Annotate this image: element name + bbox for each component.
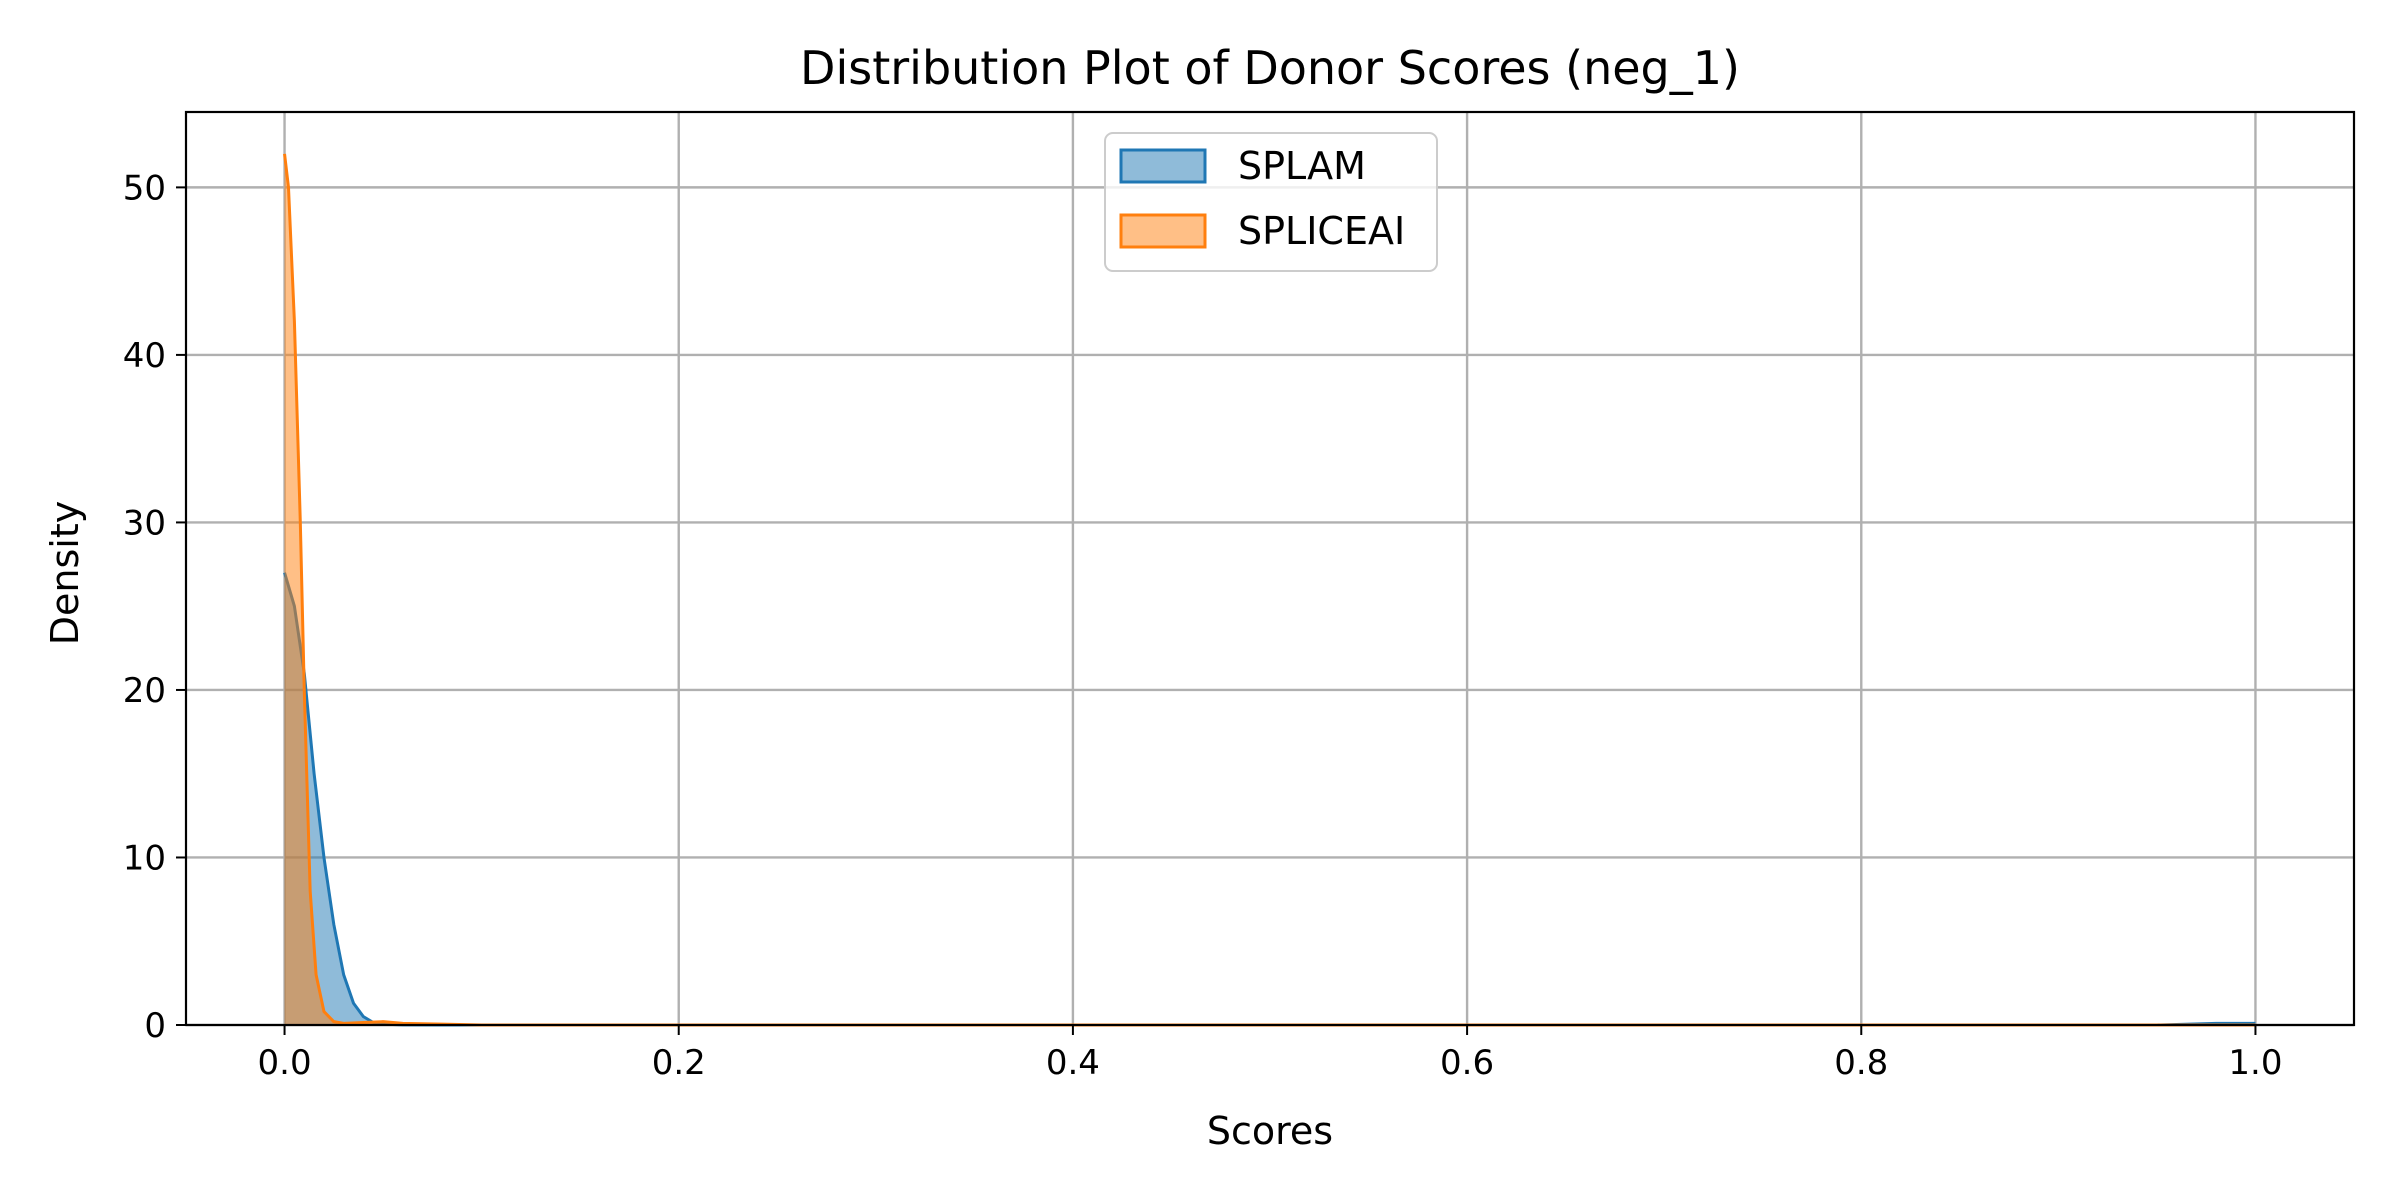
y-tick-label: 30	[123, 503, 166, 543]
x-tick-label: 1.0	[2228, 1043, 2282, 1083]
x-tick-label: 0.6	[1440, 1043, 1494, 1083]
legend-label-splam: SPLAM	[1238, 144, 1366, 188]
y-tick-label: 0	[144, 1006, 166, 1046]
x-tick-label: 0.0	[258, 1043, 312, 1083]
x-tick-label: 0.8	[1834, 1043, 1888, 1083]
y-axis-title: Density	[43, 501, 87, 645]
axis-ticks: 0.0 0.2 0.4 0.6 0.8 1.0 0 10 20 30 40 50	[123, 168, 2283, 1083]
y-tick-label: 50	[123, 168, 166, 208]
legend-swatch-splam	[1119, 148, 1207, 184]
plot-frame	[184, 110, 2356, 1027]
chart-title: Distribution Plot of Donor Scores (neg_1…	[800, 41, 1740, 95]
y-tick-label: 40	[123, 336, 166, 376]
y-tick-label: 10	[123, 838, 166, 878]
legend: SPLAM SPLICEAI	[1104, 132, 1438, 272]
x-tick-label: 0.2	[652, 1043, 706, 1083]
legend-label-spliceai: SPLICEAI	[1238, 209, 1405, 253]
y-tick-label: 20	[123, 671, 166, 711]
x-tick-label: 0.4	[1046, 1043, 1100, 1083]
legend-swatch-spliceai	[1119, 213, 1207, 249]
x-axis-title: Scores	[1207, 1109, 1333, 1153]
